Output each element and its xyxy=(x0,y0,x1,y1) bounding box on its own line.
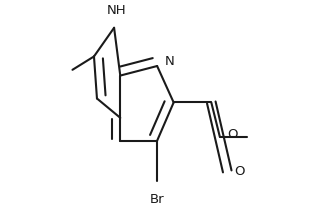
Text: N: N xyxy=(165,54,175,68)
Text: O: O xyxy=(234,165,245,178)
Text: O: O xyxy=(227,128,237,141)
Text: Br: Br xyxy=(150,193,164,206)
Text: NH: NH xyxy=(106,4,126,17)
